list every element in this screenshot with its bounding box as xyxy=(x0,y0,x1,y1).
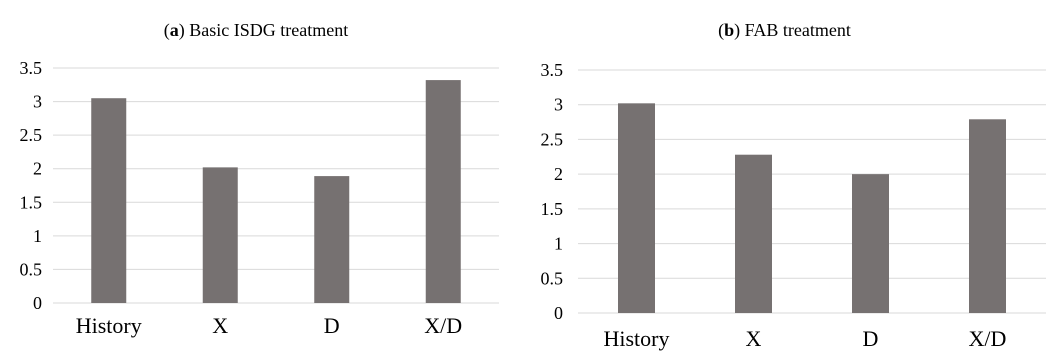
bar-chart-b: 0 0.5 1 1.5 2 2.5 3 3.5 History X D X/D xyxy=(541,60,1046,351)
bar-a-1 xyxy=(202,167,238,303)
bar-b-3 xyxy=(969,119,1006,314)
x-tick-label-b-2: D xyxy=(863,326,879,351)
y-tick-label-b-5: 2.5 xyxy=(541,129,564,149)
bar-chart-a: 0 0.5 1 1.5 2 2.5 3 3.5 History X D X/D xyxy=(20,58,499,338)
y-tick-label-a-7: 3.5 xyxy=(20,58,43,78)
x-tick-label-a-2: D xyxy=(324,313,340,338)
y-tick-label-b-1: 0.5 xyxy=(541,268,564,288)
bar-a-0 xyxy=(91,98,127,303)
bar-b-1 xyxy=(735,154,772,313)
y-tick-label-b-4: 2 xyxy=(554,164,563,184)
bar-b-0 xyxy=(618,103,655,313)
y-tick-label-b-3: 1.5 xyxy=(541,199,564,219)
y-tick-label-b-0: 0 xyxy=(554,303,563,323)
chart-title-text-a: Basic ISDG treatment xyxy=(189,20,349,40)
y-tick-label-a-4: 2 xyxy=(33,159,42,179)
x-tick-label-b-1: X xyxy=(746,326,762,351)
y-tick-label-b-2: 1 xyxy=(554,234,563,254)
x-tick-label-b-0: History xyxy=(604,326,670,351)
y-tick-label-a-0: 0 xyxy=(33,293,42,313)
bar-a-2 xyxy=(314,176,350,303)
chart-panel-a: (a) Basic ISDG treatment 0 0.5 1 1.5 2 2.5 3 3.… xyxy=(0,0,512,356)
y-tick-label-b-7: 3.5 xyxy=(541,60,564,80)
bar-b-2 xyxy=(852,174,889,313)
chart-panel-b: (b) FAB treatment 0 0.5 1 1.5 2 2.5 3 3.5 Histor… xyxy=(512,0,1057,356)
bar-a-3 xyxy=(425,80,461,303)
x-tick-label-a-1: X xyxy=(212,313,228,338)
chart-title-a: (a) Basic ISDG treatment xyxy=(163,20,349,40)
y-tick-label-a-1: 0.5 xyxy=(20,259,43,279)
y-tick-label-b-6: 3 xyxy=(554,95,563,115)
y-tick-label-a-2: 1 xyxy=(33,226,42,246)
x-tick-label-a-0: History xyxy=(76,313,142,338)
y-tick-label-a-6: 3 xyxy=(33,92,42,112)
panel-label-a: a xyxy=(169,20,179,40)
chart-title-text-b: FAB treatment xyxy=(744,20,851,40)
panel-label-b: b xyxy=(724,20,735,40)
chart-title-b: (b) FAB treatment xyxy=(718,20,851,40)
y-tick-label-a-3: 1.5 xyxy=(20,192,43,212)
y-tick-label-a-5: 2.5 xyxy=(20,125,43,145)
x-tick-label-b-3: X/D xyxy=(969,326,1007,351)
x-tick-label-a-3: X/D xyxy=(424,313,462,338)
